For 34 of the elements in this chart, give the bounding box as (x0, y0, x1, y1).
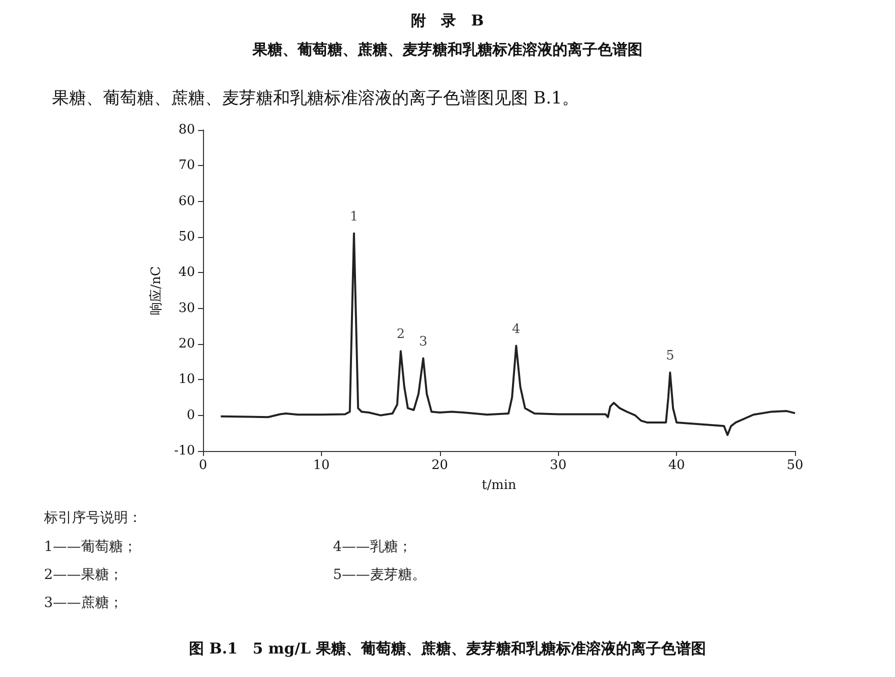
y-tick-label: 40 (178, 265, 195, 280)
x-tick-label: 50 (786, 458, 804, 473)
y-tick-label: 60 (178, 194, 195, 209)
chart-title: 附 录 B (411, 12, 484, 30)
text: 1——葡萄糖； (44, 539, 137, 555)
annotation: 3 (419, 334, 428, 350)
chart-subtitle: 果糖、葡萄糖、蔗糖、麦芽糖和乳糖标准溶液的离子色谱图 (252, 40, 642, 58)
annotation: 5 (666, 348, 674, 364)
annotation: 1 (350, 209, 358, 224)
y-tick-label: 0 (186, 408, 195, 423)
annotation: 2 (396, 327, 405, 342)
x-tick-label: 30 (550, 458, 566, 473)
text: 2——果糖； (44, 567, 123, 583)
text: 标引序号说明： (43, 510, 142, 526)
x-tick-label: 10 (313, 458, 330, 473)
y-tick-label: 10 (178, 372, 195, 388)
y-tick-label: 20 (178, 336, 195, 352)
x-tick-label: 40 (668, 458, 685, 473)
text: 5——麦芽糖。 (333, 567, 426, 583)
x-tick-label: 20 (432, 458, 448, 473)
text: 3——蔗糖； (44, 595, 123, 611)
text: 图 B.1 5 mg/L 果糖、葡萄糖、蔗糖、麦芽糖和乳糖标准溶液的离子色谱图 (189, 640, 706, 658)
annotation: 4 (512, 322, 520, 337)
x-tick-label: 0 (198, 458, 208, 473)
y-tick-label: 80 (178, 122, 195, 138)
y-axis-title: 响应/nC (148, 266, 164, 315)
y-tick-label: 70 (178, 158, 195, 174)
text: 4——乳糖； (333, 539, 412, 555)
y-tick-label: 30 (178, 300, 195, 316)
line-series (220, 232, 796, 436)
y-tick-label: 50 (178, 230, 195, 244)
x-axis-title: t/min (482, 478, 517, 493)
text: 果糖、葡萄糖、蔗糖、麦芽糖和乳糖标准溶液的离子色谱图见图 B.1。 (52, 88, 580, 108)
y-tick-label: -10 (174, 444, 195, 458)
